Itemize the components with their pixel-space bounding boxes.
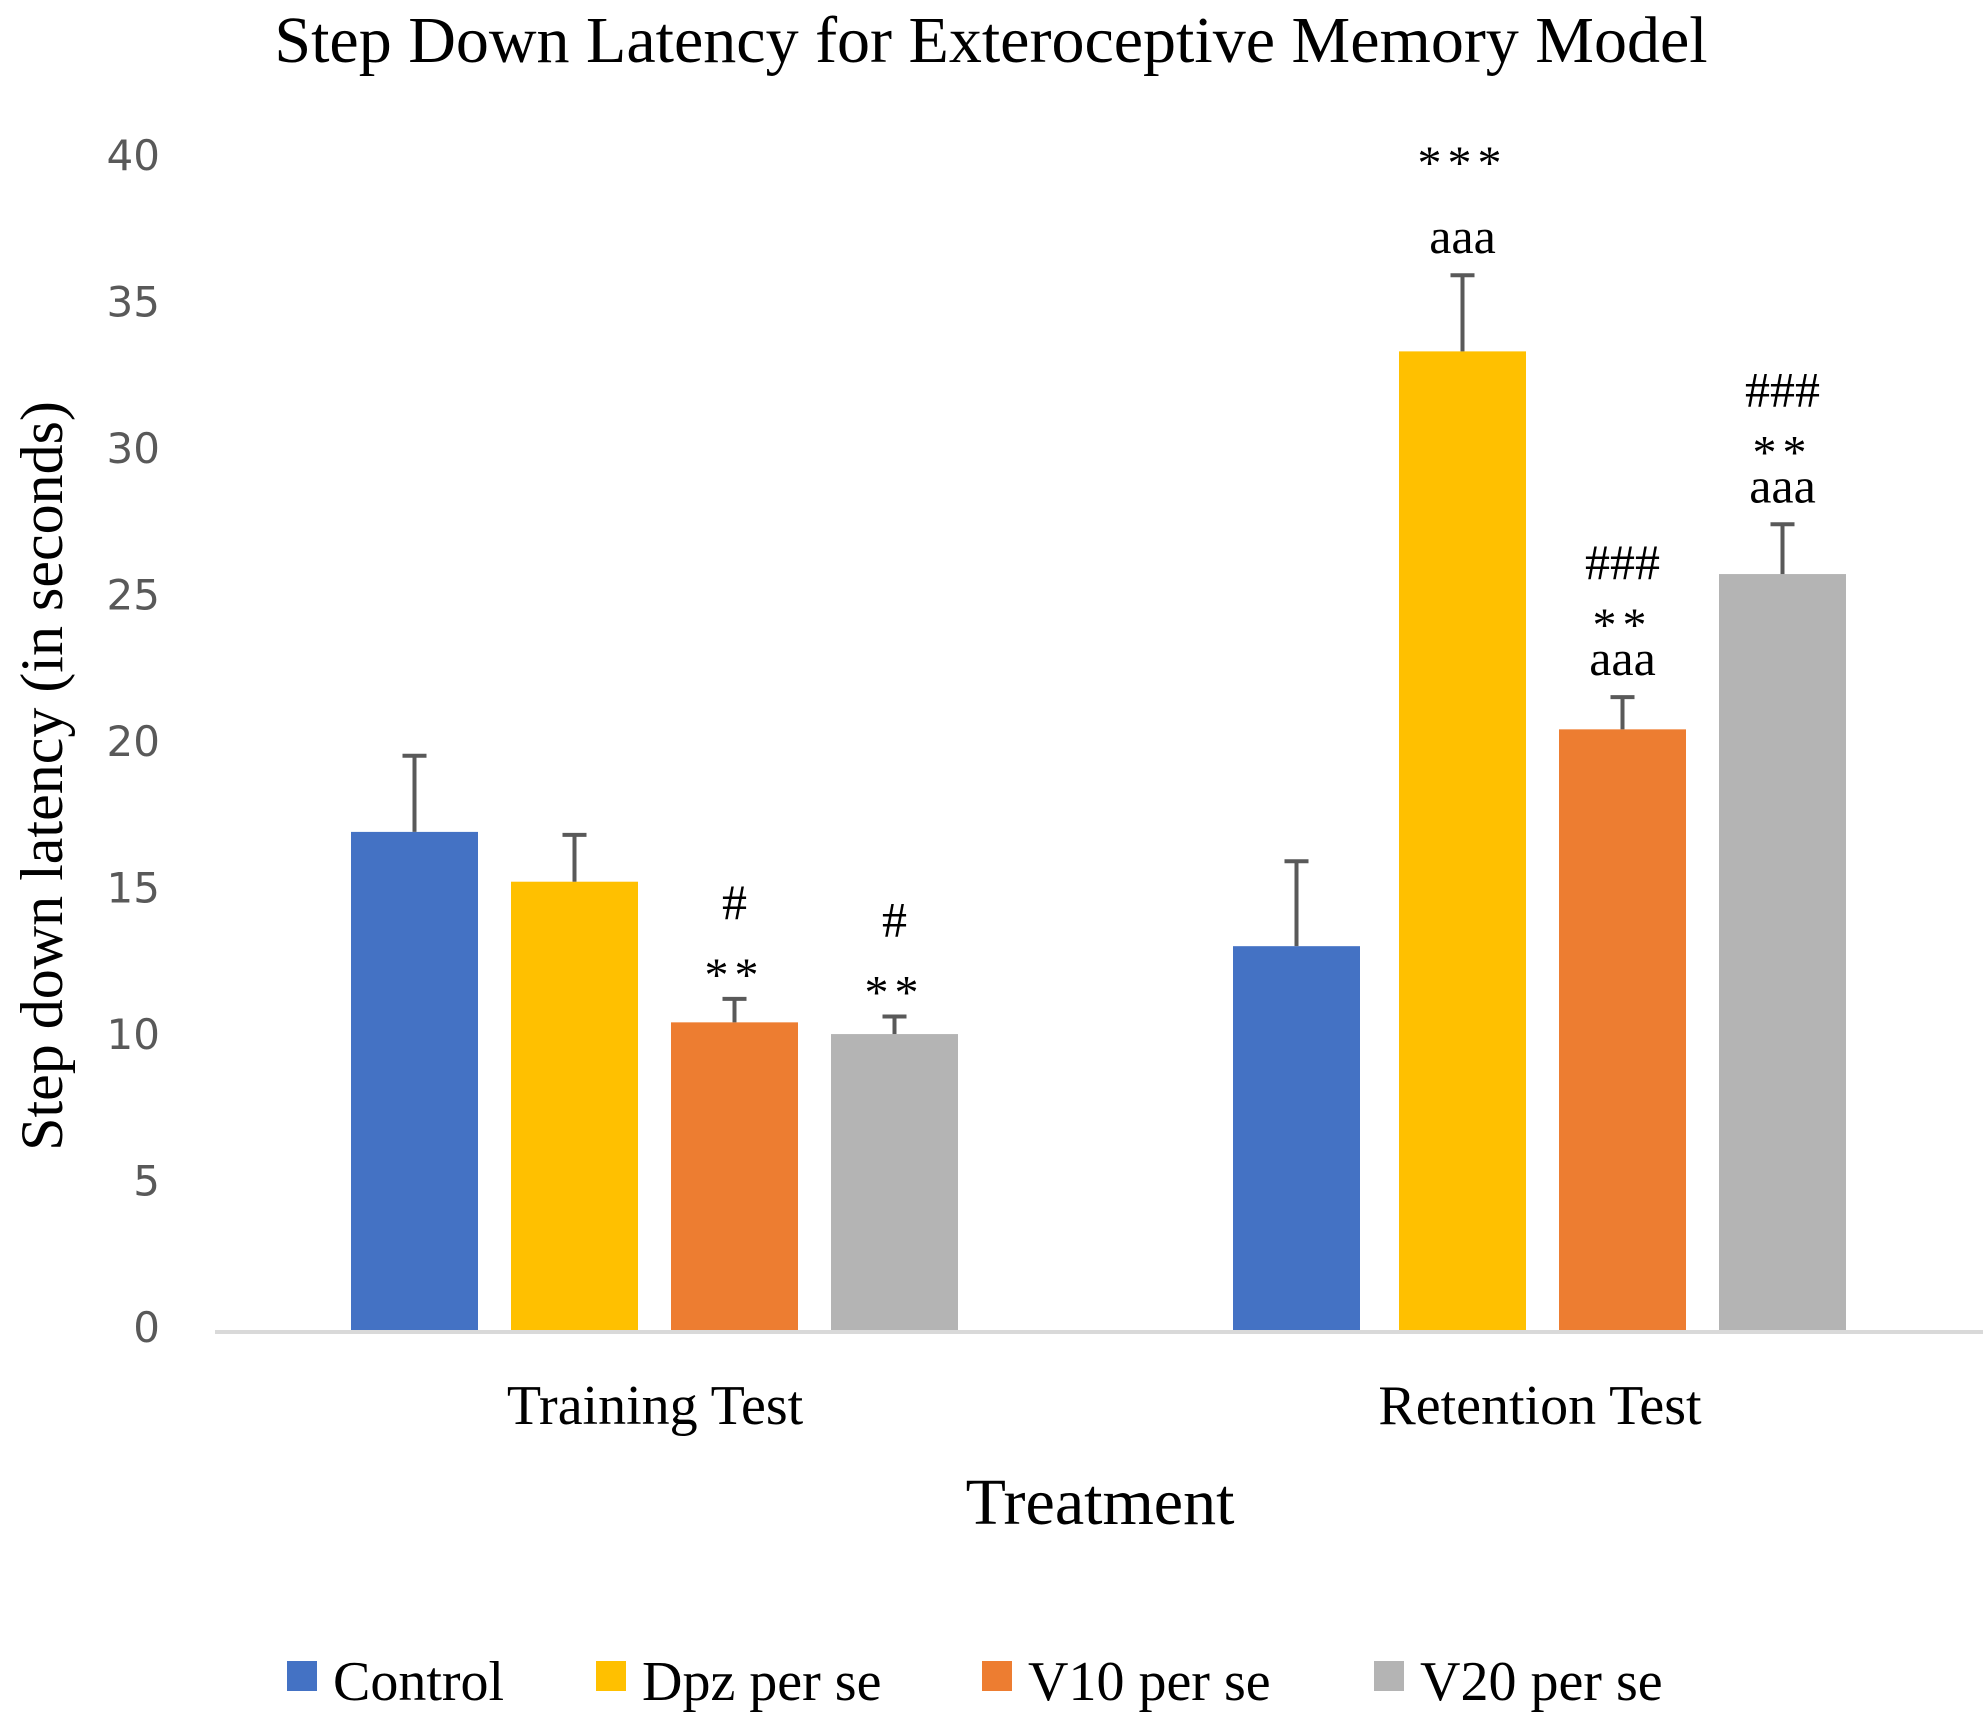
y-tick-label-0: 0 — [133, 1303, 160, 1352]
annotation-2-1-1: ** — [1593, 599, 1653, 652]
annotation-2-0-0: # — [722, 874, 747, 930]
annotation-1-1-1: aaa — [1429, 208, 1496, 264]
x-category-label-0: Training Test — [507, 1375, 804, 1437]
annotation-2-1-0: ### — [1585, 534, 1660, 590]
legend-label-2: V10 per se — [1028, 1651, 1271, 1713]
chart-title: Step Down Latency for Exteroceptive Memo… — [274, 4, 1707, 77]
legend-label-1: Dpz per se — [642, 1651, 881, 1713]
significance-annotations: aaa*****#aaa**###**#aaa**### — [705, 137, 1821, 1019]
legend-swatch-0 — [287, 1661, 317, 1691]
x-axis-categories: Training Test Retention Test — [507, 1375, 1702, 1437]
annotation-3-1-0: ### — [1745, 361, 1820, 417]
y-tick-label-7: 35 — [107, 278, 160, 327]
legend-label-0: Control — [333, 1651, 504, 1713]
bar-control-0 — [351, 831, 478, 1330]
bar-dpz-per-se-1 — [1399, 351, 1526, 1330]
bar-dpz-per-se-0 — [511, 881, 638, 1330]
bar-v10-per-se-1 — [1559, 729, 1686, 1330]
x-category-label-1: Retention Test — [1378, 1375, 1702, 1437]
annotation-3-1-1: ** — [1753, 426, 1813, 479]
legend-swatch-1 — [596, 1661, 626, 1691]
bars-group — [351, 351, 1846, 1330]
legend-swatch-2 — [982, 1661, 1012, 1691]
y-tick-label-4: 20 — [107, 717, 160, 766]
legend-swatch-3 — [1374, 1661, 1404, 1691]
legend: Control Dpz per se V10 per se V20 per se — [287, 1651, 1663, 1713]
y-tick-label-5: 25 — [107, 571, 160, 620]
error-bars-group — [402, 273, 1795, 1035]
y-tick-label-1: 5 — [133, 1157, 160, 1206]
y-axis-label: Step down latency (in seconds) — [9, 401, 75, 1151]
annotation-3-0-0: # — [882, 891, 907, 947]
bar-v20-per-se-1 — [1719, 574, 1846, 1330]
bar-v10-per-se-0 — [671, 1022, 798, 1330]
y-tick-label-8: 40 — [107, 131, 160, 180]
annotation-1-1-0: *** — [1418, 137, 1508, 190]
y-axis-ticks: 0 5 10 15 20 25 30 35 40 — [107, 131, 160, 1352]
y-tick-label-3: 15 — [107, 864, 160, 913]
annotation-3-0-1: ** — [865, 966, 925, 1019]
y-tick-label-6: 30 — [107, 424, 160, 473]
annotation-2-1-2: aaa — [1589, 630, 1656, 686]
annotation-2-0-1: ** — [705, 949, 765, 1002]
y-tick-label-2: 10 — [107, 1010, 160, 1059]
bar-v20-per-se-0 — [831, 1034, 958, 1330]
bar-control-1 — [1233, 946, 1360, 1330]
x-axis-label: Treatment — [966, 1466, 1235, 1539]
legend-label-3: V20 per se — [1420, 1651, 1663, 1713]
annotation-3-1-2: aaa — [1749, 457, 1816, 513]
